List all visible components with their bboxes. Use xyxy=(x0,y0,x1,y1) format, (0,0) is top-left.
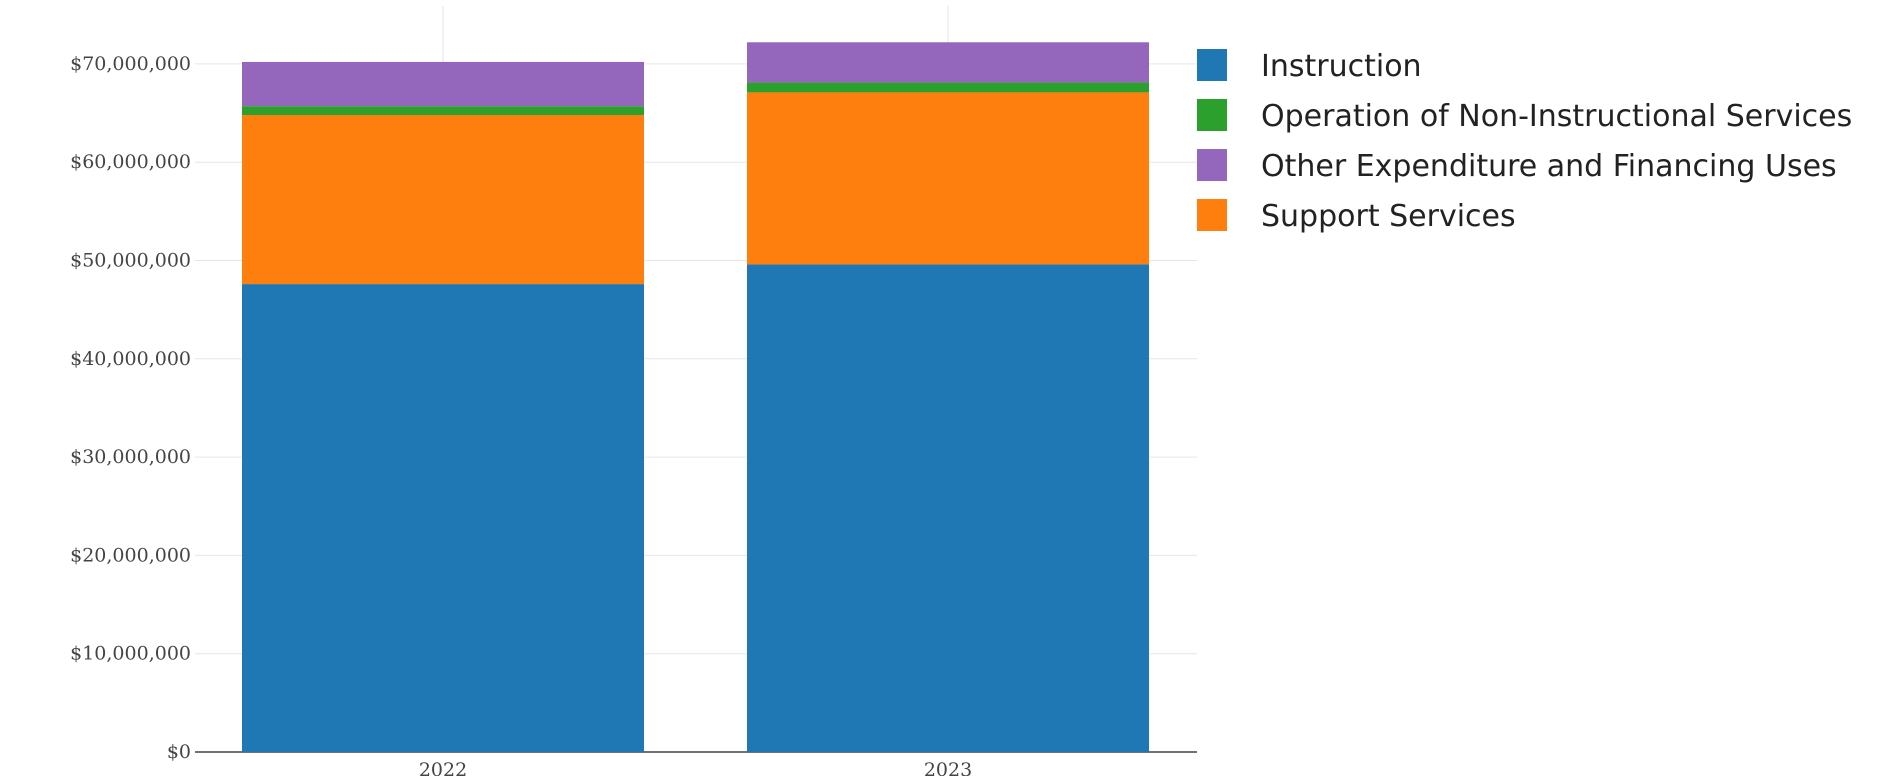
legend-swatch[interactable] xyxy=(1197,149,1227,181)
y-tick-label: $20,000,000 xyxy=(70,544,191,566)
bar-segment[interactable] xyxy=(747,264,1149,752)
axes: $0 $10,000,000 $20,000,000 $30,000,000 $40,0… xyxy=(70,53,972,776)
y-tick-label: $40,000,000 xyxy=(70,348,191,370)
bar-segment[interactable] xyxy=(242,106,644,116)
y-tick-label: $50,000,000 xyxy=(70,249,191,271)
legend-label[interactable]: Other Expenditure and Financing Uses xyxy=(1261,149,1837,184)
x-tick-label: 2023 xyxy=(924,759,972,776)
legend-swatch[interactable] xyxy=(1197,199,1227,231)
bar-segment[interactable] xyxy=(242,61,644,107)
y-tick-label: $70,000,000 xyxy=(70,53,191,75)
legend-label[interactable]: Support Services xyxy=(1261,199,1516,234)
bar-segment[interactable] xyxy=(747,42,1149,83)
bar-segment[interactable] xyxy=(242,284,644,752)
bar-segment[interactable] xyxy=(747,82,1149,93)
legend-label[interactable]: Operation of Non-Instructional Services xyxy=(1261,99,1852,134)
y-tick-label: $0 xyxy=(167,741,191,763)
y-tick-label: $30,000,000 xyxy=(70,446,191,468)
y-tick-label: $10,000,000 xyxy=(70,643,191,665)
legend-swatch[interactable] xyxy=(1197,49,1227,81)
y-tick-label: $60,000,000 xyxy=(70,151,191,173)
bar-segment[interactable] xyxy=(242,115,644,285)
legend-label[interactable]: Instruction xyxy=(1261,49,1422,84)
bars xyxy=(242,42,1149,752)
legend-swatch[interactable] xyxy=(1197,99,1227,131)
legend[interactable]: Instruction Operation of Non-Instructiona… xyxy=(1197,49,1852,234)
x-tick-label: 2022 xyxy=(419,759,467,776)
bar-segment[interactable] xyxy=(747,92,1149,265)
